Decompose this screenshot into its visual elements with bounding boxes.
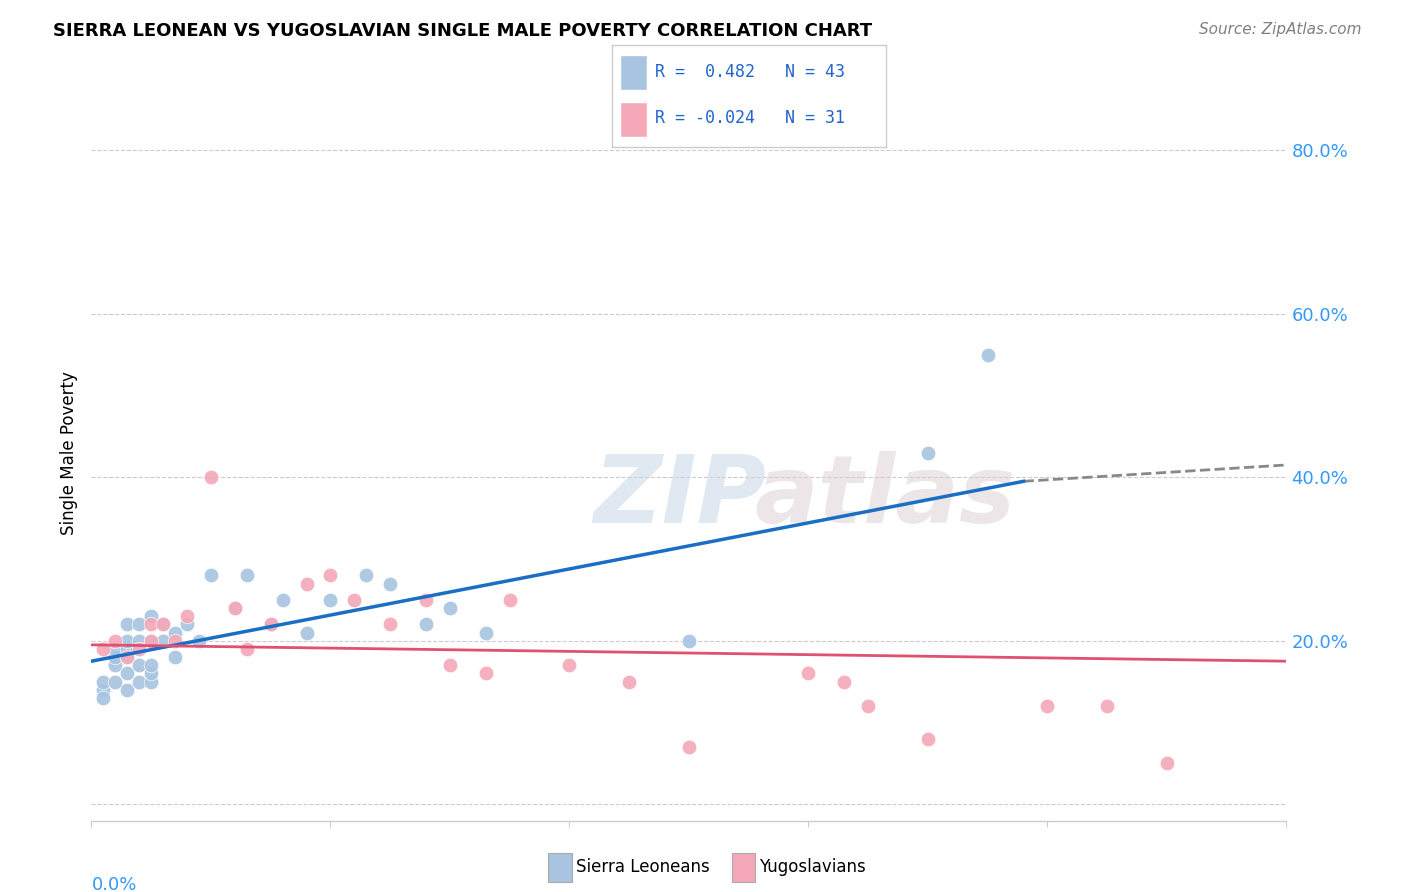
Point bbox=[558, 658, 581, 673]
Point bbox=[475, 625, 498, 640]
Point bbox=[176, 617, 198, 632]
Point bbox=[141, 666, 163, 681]
Text: Source: ZipAtlas.com: Source: ZipAtlas.com bbox=[1198, 22, 1361, 37]
Text: Sierra Leoneans: Sierra Leoneans bbox=[576, 858, 710, 877]
Point bbox=[128, 658, 150, 673]
Point bbox=[439, 658, 461, 673]
Point bbox=[93, 642, 115, 657]
Text: SIERRA LEONEAN VS YUGOSLAVIAN SINGLE MALE POVERTY CORRELATION CHART: SIERRA LEONEAN VS YUGOSLAVIAN SINGLE MAL… bbox=[53, 22, 873, 40]
Text: ZIP: ZIP bbox=[593, 450, 766, 543]
Point bbox=[163, 650, 186, 665]
Point bbox=[1156, 756, 1178, 771]
Point bbox=[104, 633, 127, 648]
Point bbox=[224, 601, 246, 615]
Text: R =  0.482   N = 43: R = 0.482 N = 43 bbox=[655, 63, 845, 81]
Point bbox=[976, 347, 998, 362]
Point bbox=[176, 609, 198, 624]
Point bbox=[115, 642, 138, 657]
Point bbox=[1036, 699, 1059, 714]
Point bbox=[115, 650, 138, 665]
Text: 0.0%: 0.0% bbox=[91, 876, 136, 892]
Point bbox=[128, 674, 150, 689]
Point bbox=[499, 592, 522, 607]
Point bbox=[152, 633, 174, 648]
Point bbox=[163, 633, 186, 648]
Point bbox=[93, 682, 115, 697]
Point bbox=[319, 592, 342, 607]
Point bbox=[141, 674, 163, 689]
Point bbox=[678, 740, 700, 755]
Point bbox=[163, 625, 186, 640]
Point bbox=[858, 699, 880, 714]
Point bbox=[93, 690, 115, 705]
Point bbox=[619, 674, 641, 689]
Text: atlas: atlas bbox=[755, 450, 1017, 543]
Point bbox=[259, 617, 281, 632]
Point bbox=[141, 658, 163, 673]
Point bbox=[319, 568, 342, 582]
Point bbox=[104, 658, 127, 673]
Text: Yugoslavians: Yugoslavians bbox=[759, 858, 866, 877]
Point bbox=[295, 625, 318, 640]
Point bbox=[200, 568, 222, 582]
Point bbox=[104, 674, 127, 689]
Point bbox=[1097, 699, 1119, 714]
Point bbox=[104, 642, 127, 657]
Point bbox=[104, 650, 127, 665]
Point bbox=[128, 633, 150, 648]
Point bbox=[235, 642, 259, 657]
Point bbox=[141, 633, 163, 648]
Point bbox=[678, 633, 700, 648]
Bar bbox=[731, 854, 755, 881]
Point bbox=[115, 633, 138, 648]
Point bbox=[343, 592, 366, 607]
Text: R = -0.024   N = 31: R = -0.024 N = 31 bbox=[655, 110, 845, 128]
Point bbox=[235, 568, 259, 582]
Point bbox=[224, 601, 246, 615]
Point bbox=[93, 674, 115, 689]
Point bbox=[200, 470, 222, 484]
Point bbox=[832, 674, 855, 689]
Point bbox=[797, 666, 820, 681]
Bar bbox=[620, 102, 647, 137]
Point bbox=[271, 592, 294, 607]
Point bbox=[152, 617, 174, 632]
Point bbox=[415, 617, 437, 632]
Point bbox=[259, 617, 281, 632]
Point bbox=[115, 666, 138, 681]
Point bbox=[380, 617, 402, 632]
Point bbox=[128, 642, 150, 657]
Point bbox=[128, 617, 150, 632]
Point bbox=[152, 617, 174, 632]
Bar bbox=[548, 854, 571, 881]
Point bbox=[115, 650, 138, 665]
Point bbox=[188, 633, 211, 648]
Point bbox=[115, 617, 138, 632]
Y-axis label: Single Male Poverty: Single Male Poverty bbox=[60, 371, 79, 534]
Point bbox=[354, 568, 377, 582]
Point bbox=[295, 576, 318, 591]
Point bbox=[115, 682, 138, 697]
Point bbox=[917, 731, 939, 746]
Point bbox=[439, 601, 461, 615]
Point bbox=[141, 609, 163, 624]
Point bbox=[475, 666, 498, 681]
Point bbox=[415, 592, 437, 607]
Point bbox=[141, 617, 163, 632]
Point bbox=[380, 576, 402, 591]
Point bbox=[917, 446, 939, 460]
Point bbox=[141, 633, 163, 648]
Bar bbox=[620, 55, 647, 90]
